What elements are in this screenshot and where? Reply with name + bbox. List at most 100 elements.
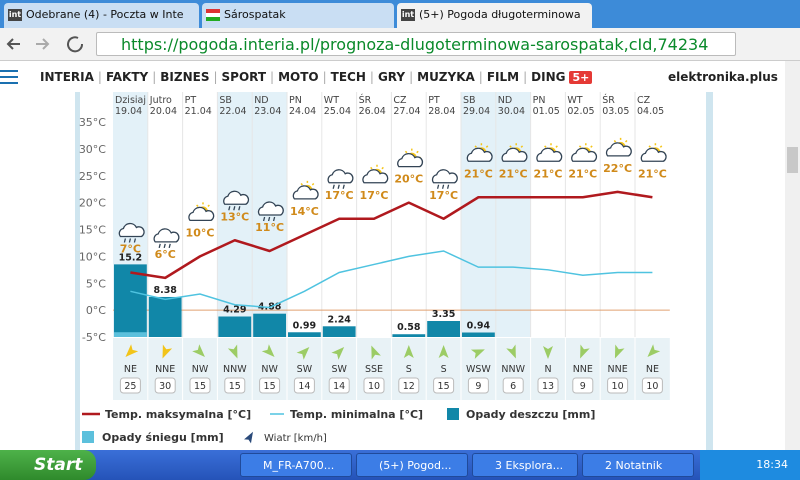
- wind-arrow: [403, 345, 414, 358]
- day-date: 03.05: [602, 106, 629, 117]
- taskbar-item[interactable]: 2 Notatnik: [582, 453, 694, 477]
- tab-title: Sárospatak: [224, 8, 286, 21]
- nav-item[interactable]: FILM: [486, 70, 520, 84]
- wind-direction: NE: [124, 364, 137, 375]
- day-name: PT: [428, 95, 440, 106]
- cloud: [605, 142, 632, 157]
- cloud: [501, 147, 528, 162]
- day-name: PN: [289, 95, 302, 106]
- weather-icon: [640, 143, 667, 162]
- url-field[interactable]: https://pogoda.interia.pl/prognoza-dlugo…: [96, 32, 736, 56]
- wind-speed: 10: [646, 381, 658, 392]
- legend-label: Opady śniegu [mm]: [102, 431, 224, 444]
- max-temp-label: 21°C: [638, 167, 667, 180]
- wind-arrow: [162, 344, 173, 359]
- legend-label: Wiatr [km/h]: [264, 433, 327, 444]
- wind-direction: SW: [297, 364, 313, 375]
- taskbar-item[interactable]: 3 Eksplora...: [472, 453, 578, 477]
- weather-icon: [188, 202, 215, 222]
- y-tick-label: 20°C: [79, 197, 106, 210]
- max-temp-label: 17°C: [429, 189, 458, 202]
- url-text: https://pogoda.interia.pl/prognoza-dlugo…: [121, 35, 709, 54]
- day-name: WT: [567, 95, 582, 106]
- max-temp-label: 6°C: [155, 248, 176, 261]
- wind-direction: NW: [192, 364, 209, 375]
- cloud: [536, 147, 563, 162]
- sun-ray: [555, 145, 558, 148]
- legend-label: Opady deszczu [mm]: [466, 408, 595, 421]
- rain-label: 0.99: [293, 320, 316, 331]
- wind-speed-box: [224, 377, 246, 394]
- y-tick-label: 15°C: [79, 224, 106, 237]
- wind-speed-box: [154, 377, 176, 394]
- weather-icon: [605, 137, 632, 157]
- nav-buttons[interactable]: [6, 34, 90, 54]
- rain-label: 0.58: [397, 322, 421, 333]
- legend-label: Temp. minimalna [°C]: [290, 408, 423, 421]
- rain-bar: [148, 296, 182, 337]
- nav-item[interactable]: GRY: [377, 70, 406, 84]
- clock: 18:34: [700, 450, 800, 480]
- weather-chart: 35°C 30°C 25°C 20°C 15°C 10°C 5°C 0°C -5°C Dzisia…: [75, 92, 713, 450]
- nav-badge: 5+: [569, 71, 593, 84]
- rain-label: 0.94: [467, 321, 491, 332]
- day-name: SB: [463, 95, 476, 106]
- rain-drop: [238, 206, 241, 211]
- tab[interactable]: int (5+) Pogoda długoterminowa: [397, 3, 592, 28]
- day-name: ŚR: [359, 94, 372, 106]
- menu-icon[interactable]: [0, 69, 20, 85]
- nav-item[interactable]: TECH: [330, 70, 366, 84]
- day-name: CZ: [637, 95, 651, 106]
- weather-icon: [466, 143, 493, 162]
- nav-item[interactable]: INTERIA: [40, 70, 94, 84]
- y-tick-label: 35°C: [79, 116, 106, 129]
- sun-ray: [544, 145, 547, 148]
- tab-title: (5+) Pogoda długoterminowa: [419, 8, 581, 21]
- sun-ray: [659, 145, 663, 148]
- day-date: 26.04: [359, 106, 386, 117]
- max-temp-label: 11°C: [255, 221, 284, 234]
- tab[interactable]: int Odebrane (4) - Poczta w Inte: [4, 3, 199, 28]
- nav-item[interactable]: SPORT: [221, 70, 267, 84]
- wind-speed: 9: [580, 381, 586, 392]
- legend-swatch: [244, 431, 253, 444]
- brand[interactable]: elektronika.plus: [668, 70, 778, 84]
- nav-item[interactable]: DING: [531, 70, 566, 84]
- weather-icon: [571, 143, 598, 162]
- cloud: [292, 185, 319, 200]
- day-name: ŚR: [602, 94, 615, 106]
- rain-label: 2.24: [327, 314, 351, 325]
- wind-arrow: [438, 345, 449, 358]
- taskbar-item[interactable]: M_FR-A700...: [240, 453, 352, 477]
- wind-speed: 12: [403, 381, 415, 392]
- nav-item[interactable]: MOTO: [278, 70, 319, 84]
- max-temp-label: 7°C: [120, 243, 141, 256]
- address-bar: https://pogoda.interia.pl/prognoza-dlugo…: [0, 28, 800, 61]
- scrollbar[interactable]: [785, 61, 800, 450]
- day-date: 21.04: [185, 106, 212, 117]
- wind-arrow: [296, 347, 310, 360]
- sun-ray: [416, 150, 419, 154]
- wind-arrow: [331, 347, 345, 360]
- tab-bar: int Odebrane (4) - Poczta w Inte Sárospat…: [0, 0, 800, 28]
- wind-speed-box: [572, 377, 594, 394]
- wind-speed: 30: [159, 381, 171, 392]
- day-date: 30.04: [498, 106, 525, 117]
- start-button[interactable]: Start: [0, 450, 96, 480]
- day-name: CZ: [393, 95, 407, 106]
- nav-item[interactable]: MUZYKA: [417, 70, 475, 84]
- rain-drop: [163, 243, 166, 249]
- nav-list: INTERIA | FAKTY | BIZNES | SPORT | MOTO | TECH | GRY…: [40, 70, 593, 84]
- wind-arrow: [470, 349, 485, 359]
- taskbar-item[interactable]: (5+) Pogod...: [356, 453, 468, 477]
- rain-bar: [392, 334, 426, 337]
- nav-item[interactable]: BIZNES: [160, 70, 210, 84]
- weather-icon: [397, 148, 424, 168]
- day-date: 23.04: [254, 106, 281, 117]
- rain-drop: [441, 184, 445, 189]
- nav-item[interactable]: FAKTY: [105, 70, 149, 84]
- weather-icon: [257, 201, 284, 222]
- max-temp-label: 17°C: [325, 189, 354, 202]
- tab[interactable]: Sárospatak: [202, 3, 394, 28]
- rain-bar: [322, 326, 356, 337]
